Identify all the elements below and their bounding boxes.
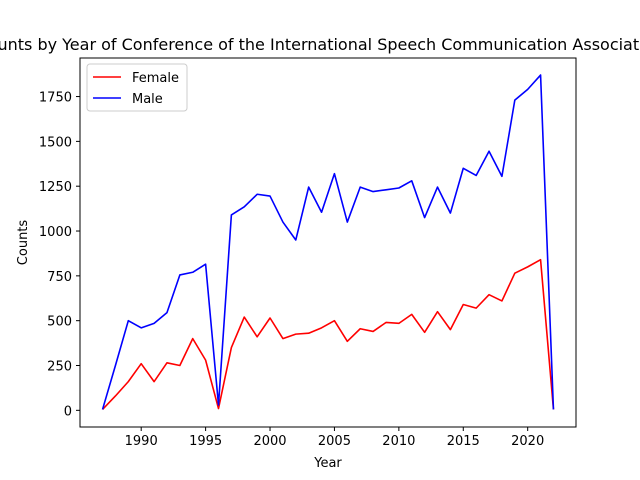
x-tick-label: 2005 [318,434,351,449]
legend-box [86,63,188,112]
y-tick-label: 500 [47,315,72,330]
axes-frame [79,57,577,428]
x-tick-label: 2000 [253,434,286,449]
x-tick-label: 1990 [125,434,158,449]
plot-area [101,74,555,410]
y-tick-label: 750 [47,270,72,285]
y-tick-label: 1750 [39,91,72,106]
y-tick-label: 1000 [39,225,72,240]
x-tick-label: 2010 [382,434,415,449]
x-tick-label: 1995 [189,434,222,449]
y-tick-label: 250 [47,360,72,375]
series-line-male [101,74,555,410]
y-tick-label: 1500 [39,135,72,150]
y-tick-label: 1250 [39,180,72,195]
legend-label: Female [132,71,179,86]
legend-label: Male [132,92,163,107]
legend: Female Male [86,63,188,112]
y-axis: 0 250 500 750 1000 1250 1500 1750 [39,91,80,419]
series-line-female [101,258,555,410]
y-tick-label: 0 [64,404,72,419]
x-axis-label: Year [313,456,342,471]
x-tick-label: 2020 [511,434,544,449]
chart-title: Counts by Year of Conference of the Inte… [0,35,640,54]
x-axis: 1990 1995 2000 2005 2010 2015 2020 [125,427,544,449]
x-tick-label: 2015 [447,434,480,449]
y-axis-label: Counts [16,220,31,266]
